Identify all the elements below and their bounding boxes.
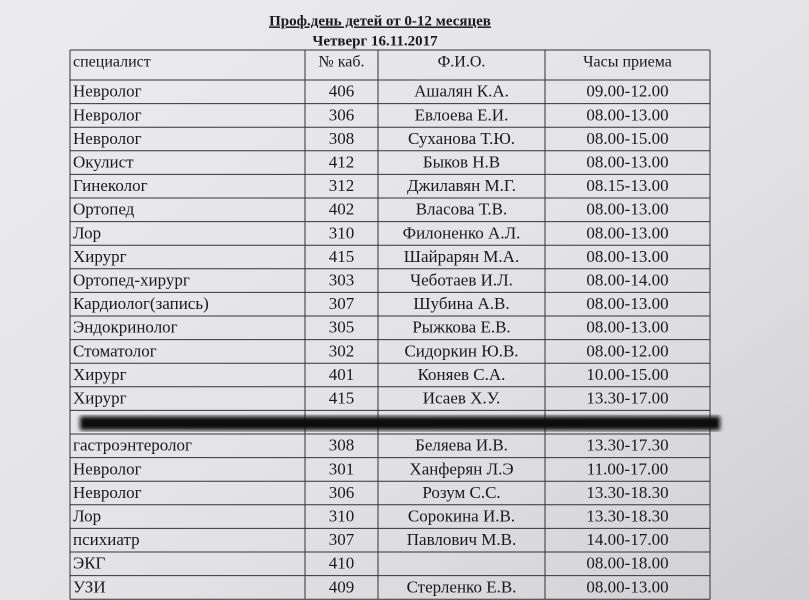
cell-specialist: Ортопед-хирург: [73, 271, 190, 290]
cell-room: 412: [329, 153, 355, 172]
cell-specialist: Стоматолог: [73, 341, 157, 360]
cell-hours: 08.00-13.00: [586, 200, 668, 219]
cell-specialist: Невролог: [73, 459, 142, 478]
table: специалист № каб. Ф.И.О. Часы приема Невроло…: [69, 49, 720, 600]
cell-specialist: Лор: [73, 223, 101, 242]
cell-specialist: Невролог: [73, 483, 142, 502]
column-header: № каб.: [318, 54, 364, 71]
cell-name: Джилавян М.Г.: [407, 176, 516, 195]
cell-name: Стерленко Е.В.: [407, 577, 517, 596]
cell-specialist: Хирург: [73, 365, 127, 384]
cell-specialist: Кардиолог(запись): [73, 294, 209, 313]
cell-hours: 08.00-13.00: [586, 577, 668, 596]
cell-name: Беляева И.В.: [415, 436, 508, 455]
cell-name: Филоненко А.Л.: [403, 223, 521, 242]
cell-room: 401: [329, 365, 355, 384]
redaction: [80, 416, 720, 431]
cell-room: 302: [329, 341, 355, 360]
cell-specialist: Ортопед: [73, 200, 135, 219]
cell-specialist: гастроэнтеролог: [73, 436, 192, 455]
cell-name: Сидоркин Ю.В.: [404, 341, 518, 360]
cell-hours: 08.00-13.00: [586, 247, 668, 266]
cell-name: Ханферян Л.Э: [409, 459, 513, 478]
subtitle: Четверг 16.11.2017: [312, 33, 438, 49]
cell-room: 409: [329, 577, 355, 596]
cell-hours: 08.00-12.00: [586, 341, 668, 360]
cell-hours: 13.30-17.00: [586, 389, 668, 408]
cell-name: Розум С.С.: [422, 483, 500, 502]
cell-room: 310: [329, 507, 355, 526]
cell-hours: 08.15-13.00: [586, 176, 668, 195]
cell-name: Власова Т.В.: [416, 200, 508, 219]
cell-room: 410: [329, 554, 355, 573]
cell-hours: 10.00-15.00: [586, 365, 668, 384]
cell-hours: 08.00-14.00: [586, 271, 668, 290]
cell-room: 303: [329, 271, 355, 290]
cell-room: 406: [329, 82, 355, 101]
cell-specialist: ЭКГ: [73, 554, 106, 573]
cell-room: 415: [329, 389, 355, 408]
cell-specialist: Невролог: [73, 105, 142, 124]
cell-name: Шубина А.В.: [413, 294, 509, 313]
cell-room: 307: [329, 294, 355, 313]
cell-name: Ашалян К.А.: [414, 82, 509, 101]
cell-room: 306: [329, 483, 355, 502]
cell-name: Павлович М.В.: [407, 530, 517, 549]
cell-name: Исаев Х.У.: [423, 389, 500, 408]
cell-hours: 08.00-13.00: [586, 105, 668, 124]
cell-specialist: Хирург: [73, 247, 127, 266]
cell-specialist: Гинеколог: [73, 176, 148, 195]
cell-hours: 14.00-17.00: [586, 530, 668, 549]
cell-hours: 13.30-18.30: [586, 507, 668, 526]
cell-specialist: Хирург: [73, 389, 127, 408]
cell-specialist: Эндокринолог: [73, 318, 178, 337]
cell-room: 312: [329, 176, 355, 195]
cell-specialist: Окулист: [73, 153, 134, 172]
cell-room: 305: [329, 318, 355, 337]
cell-hours: 08.00-13.00: [586, 318, 668, 337]
cell-name: Чеботаев И.Л.: [410, 271, 513, 290]
column-header: Ф.И.О.: [438, 54, 486, 71]
cell-room: 402: [329, 200, 355, 219]
cell-hours: 08.00-13.00: [586, 294, 668, 313]
cell-specialist: Невролог: [73, 129, 142, 148]
cell-specialist: Лор: [73, 507, 101, 526]
cell-hours: 08.00-18.00: [586, 554, 668, 573]
cell-hours: 09.00-12.00: [586, 82, 668, 101]
cell-room: 415: [329, 247, 355, 266]
cell-hours: 13.30-17.30: [586, 436, 668, 455]
cell-room: 310: [329, 223, 355, 242]
cell-room: 308: [329, 436, 355, 455]
cell-hours: 13.30-18.30: [586, 483, 668, 502]
cell-specialist: психиатр: [73, 530, 140, 549]
column-header: специалист: [73, 54, 151, 71]
cell-room: 307: [329, 530, 355, 549]
cell-specialist: Невролог: [73, 82, 142, 101]
cell-name: Коняев С.А.: [418, 365, 506, 384]
cell-hours: 08.00-15.00: [586, 129, 668, 148]
column-header: Часы приема: [583, 54, 672, 71]
cell-room: 301: [329, 459, 355, 478]
cell-room: 308: [329, 129, 355, 148]
cell-hours: 08.00-13.00: [586, 223, 668, 242]
cell-hours: 11.00-17.00: [587, 459, 669, 478]
cell-name: Сорокина И.В.: [408, 507, 515, 526]
cell-specialist: УЗИ: [73, 577, 106, 596]
cell-name: Шайрарян М.А.: [404, 247, 519, 266]
cell-room: 306: [329, 105, 355, 124]
cell-name: Быков Н.В: [423, 153, 500, 172]
cell-name: Суханова Т.Ю.: [408, 129, 515, 148]
cell-name: Евлоева Е.И.: [415, 105, 509, 124]
cell-hours: 08.00-13.00: [586, 153, 668, 172]
cell-name: Рыжкова Е.В.: [412, 318, 510, 337]
title: Проф.день детей от 0-12 месяцев: [269, 13, 491, 29]
